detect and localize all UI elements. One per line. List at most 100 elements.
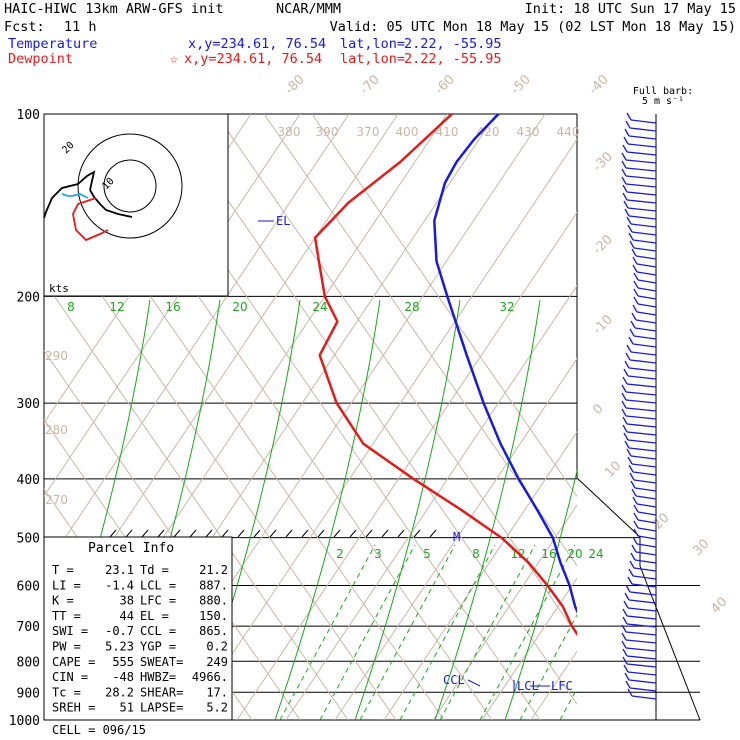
mixing-ratio-line: [559, 687, 577, 720]
parcel-info-cell: CAPE =: [52, 655, 95, 669]
wind-barb-shaft: [635, 255, 657, 260]
fcst-label: Fcst:: [4, 19, 45, 35]
wind-barb-flag: [621, 152, 627, 161]
wind-barb-shaft: [625, 407, 657, 412]
wind-barb-flag: [622, 608, 628, 617]
wind-barb-shaft: [636, 263, 657, 268]
hatch-mark: [301, 529, 309, 538]
wind-barb-flag: [622, 648, 628, 657]
dry-adiabat-line: [167, 114, 577, 706]
wind-barb-flag: [621, 408, 627, 417]
wind-barb-shaft: [627, 439, 657, 444]
moist-adiabat-label: 16: [165, 300, 180, 314]
fcst-value: 11 h: [64, 19, 97, 35]
parcel-info-cell: 44: [120, 609, 134, 623]
wind-barb-shaft: [626, 151, 657, 156]
parcel-info-cell: 150.: [199, 609, 228, 623]
star-icon: ☆: [170, 51, 178, 67]
wind-barb-shaft: [625, 183, 657, 188]
hatch-mark: [253, 529, 261, 538]
wind-barb-shaft: [635, 551, 657, 556]
dry-adiabat-line: [44, 280, 349, 720]
wind-barb-shaft: [626, 615, 657, 620]
wind-barb-flag: [628, 464, 634, 473]
wind-barb-flag: [623, 432, 629, 441]
wind-barb-shaft: [627, 671, 657, 676]
wind-barb-flag: [632, 304, 638, 313]
isotherm-line: [629, 114, 740, 720]
mixing-ratio-label: 2: [336, 547, 344, 561]
pressure-tick-label: 800: [17, 655, 40, 670]
level-label: M: [453, 530, 460, 544]
wind-barb-flag: [633, 520, 639, 529]
mixing-ratio-label: 3: [374, 547, 382, 561]
isotherm-line: [334, 357, 577, 720]
wind-barb-flag: [622, 192, 628, 201]
wind-barb-shaft: [626, 663, 657, 668]
hatch-mark: [285, 529, 293, 538]
hodograph-trace-red: [72, 197, 109, 242]
parcel-info-cell: 249: [206, 655, 228, 669]
parcel-info-cell: HWBZ=: [140, 670, 176, 684]
dry-adiabat-line: [263, 114, 577, 567]
wind-barb-flag: [621, 624, 627, 633]
wind-barb-flag: [622, 416, 628, 425]
parcel-info-cell: 880.: [199, 594, 228, 608]
isotherm-label: -10: [590, 312, 616, 338]
wind-barbs: [621, 112, 657, 720]
wind-barb-shaft: [633, 247, 657, 252]
isotherm-label: -60: [432, 72, 458, 98]
wind-barb-shaft: [636, 503, 657, 508]
isotherm-line: [481, 577, 577, 720]
wind-barb-flag: [623, 664, 629, 673]
wind-barb-shaft: [625, 415, 657, 420]
level-label: CCL: [443, 673, 465, 687]
wind-barb-flag: [630, 320, 636, 329]
hodograph-ring-inner: [103, 159, 157, 213]
parcel-info-cell: 51: [120, 701, 134, 715]
dry-adiabat-line: [311, 114, 577, 498]
moist-adiabat-line: [504, 468, 577, 720]
wind-barb-shaft: [634, 559, 657, 564]
parcel-info-cell: LFC =: [140, 594, 176, 608]
wind-barb-flag: [633, 288, 639, 297]
wind-barb-flag: [632, 536, 638, 545]
wind-barb-shaft: [630, 455, 657, 460]
parcel-info-cell: 5.23: [105, 640, 134, 654]
wind-barb-shaft: [633, 335, 657, 340]
wind-barb-shaft: [636, 271, 657, 276]
parcel-info-panel: Parcel Info T = 23.1 Td = 21.2 LI = -1.4 LCL =…: [43, 536, 233, 737]
wind-barb-flag: [623, 368, 629, 377]
wind-barb-shaft: [635, 319, 657, 324]
dry-adiabat-label: 410: [436, 125, 459, 139]
parcel-info-cell: 865.: [199, 624, 228, 638]
wind-barb-shaft: [626, 431, 657, 436]
hatch-mark: [157, 529, 165, 538]
model-title: HAIC-HIWC 13km ARW-GFS init: [4, 1, 223, 17]
parcel-info-cell: EL =: [140, 609, 169, 623]
wind-barb-flag: [631, 312, 637, 321]
parcel-info-cell: LI =: [52, 578, 81, 592]
mixing-ratio-line: [319, 544, 416, 720]
wind-barb-flag: [626, 448, 632, 457]
pressure-tick-label: 200: [17, 290, 40, 305]
wind-barb-shaft: [626, 199, 657, 204]
hodograph-units: kts: [49, 282, 69, 295]
isotherm-label: -40: [586, 72, 612, 98]
hodograph: 20 10 kts: [43, 113, 229, 297]
mixing-ratio-label: 16: [541, 547, 556, 561]
parcel-info-cell: 887.: [199, 578, 228, 592]
wind-barb-shaft: [637, 511, 657, 516]
wind-barb-flag: [626, 112, 632, 121]
dry-adiabat-label: 440: [557, 125, 580, 139]
hatch-mark: [269, 529, 277, 538]
moist-adiabat-label: 12: [109, 300, 124, 314]
wind-barb-flag: [624, 208, 630, 217]
mixing-ratio-line: [479, 544, 576, 720]
wind-barb-flag: [624, 672, 630, 681]
isotherm-label: 30: [690, 537, 712, 559]
mixing-ratio-label: 20: [567, 547, 582, 561]
wind-barb-shaft: [626, 655, 657, 660]
wind-barb-shaft: [628, 135, 657, 140]
wind-barb-flag: [633, 272, 639, 281]
